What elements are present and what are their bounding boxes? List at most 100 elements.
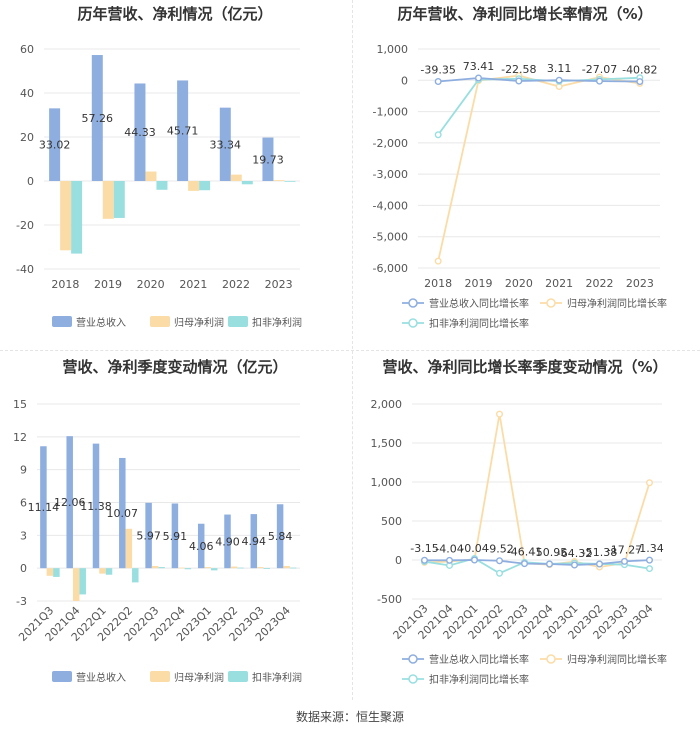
series-point xyxy=(434,131,442,139)
data-label: -51.38 xyxy=(582,546,617,559)
bar-net-profit xyxy=(60,181,72,251)
bar-net-profit xyxy=(151,565,159,569)
data-label: -0.04 xyxy=(460,542,488,555)
annual-growth-chart: -6,000 -5,000 -4,000 -3,000 -2,000 -1,000 0 1,0… xyxy=(373,43,667,330)
legend-marker xyxy=(408,298,418,308)
data-label: -64.32 xyxy=(557,547,592,560)
series-point xyxy=(621,557,629,565)
legend-label: 营业总收入同比增长率 xyxy=(429,653,529,666)
y-tick-label: 6 xyxy=(20,497,27,510)
bar-deducted-profit xyxy=(79,568,86,595)
bar-net-profit xyxy=(72,568,80,601)
y-tick-label: -6,000 xyxy=(373,262,408,275)
chart-title: 营收、净利季度变动情况（亿元） xyxy=(62,358,288,376)
y-tick-label: 0 xyxy=(20,562,27,575)
chart-title: 历年营收、净利情况（亿元） xyxy=(77,5,273,23)
bar-deducted-profit xyxy=(263,568,271,569)
bar-revenue xyxy=(219,107,231,181)
y-tick-label: -20 xyxy=(16,219,34,232)
x-tick-label: 2021 xyxy=(179,278,207,291)
data-label: 4.94 xyxy=(242,535,267,548)
bar-revenue xyxy=(145,502,152,569)
x-tick-label: 2020 xyxy=(137,278,165,291)
bar-net-profit xyxy=(283,565,290,569)
x-tick-label: 2018 xyxy=(51,278,79,291)
series-point xyxy=(595,560,603,568)
y-tick-label: 12 xyxy=(13,431,27,444)
x-tick-label: 2021 xyxy=(545,277,573,290)
bar-revenue xyxy=(171,503,179,569)
legend-marker xyxy=(408,654,418,664)
data-label: 5.84 xyxy=(268,530,293,543)
series-point xyxy=(495,569,503,577)
data-label: 12.06 xyxy=(54,496,86,509)
series-point xyxy=(595,77,603,85)
y-tick-label: 0 xyxy=(395,554,402,567)
legend-label: 扣非净利润 xyxy=(252,316,302,329)
bar-net-profit xyxy=(188,181,200,191)
bar-revenue xyxy=(119,457,126,569)
series-point xyxy=(646,565,654,573)
legend-label: 归母净利润同比增长率 xyxy=(567,653,667,666)
series-point xyxy=(555,76,563,84)
bar-deducted-profit xyxy=(289,567,297,569)
bar-deducted-profit xyxy=(53,568,60,577)
x-tick-label: 2022 xyxy=(586,277,614,290)
bar-net-profit xyxy=(204,567,211,569)
series-point xyxy=(470,556,478,564)
x-tick-label: 2023 xyxy=(265,278,293,291)
legend-swatch xyxy=(150,671,170,682)
y-tick-label: 1,000 xyxy=(377,43,409,56)
data-label: 11.38 xyxy=(80,500,112,513)
y-tick-label: 40 xyxy=(20,87,34,100)
legend-swatch xyxy=(228,671,248,682)
series-point xyxy=(474,74,482,82)
series-point xyxy=(434,257,442,265)
bar-net-profit xyxy=(99,568,106,574)
y-tick-label: -1,000 xyxy=(373,106,408,119)
series-line xyxy=(424,559,650,566)
chart-title: 营收、净利同比增长率季度变动情况（%） xyxy=(382,358,668,376)
data-label: 5.97 xyxy=(136,529,161,542)
bar-revenue xyxy=(91,55,103,181)
y-tick-label: -500 xyxy=(377,593,402,606)
bar-revenue xyxy=(66,436,73,569)
horizontal-divider xyxy=(0,350,700,351)
data-label: 57.26 xyxy=(82,112,114,125)
bar-net-profit xyxy=(125,528,133,569)
y-tick-label: 15 xyxy=(13,398,27,411)
y-tick-label: 3 xyxy=(20,529,27,542)
series-point xyxy=(434,78,442,86)
series-point xyxy=(636,78,644,86)
bar-net-profit xyxy=(273,180,285,181)
data-label: 73.41 xyxy=(463,60,495,73)
quarterly-revenue-profit-panel: 营收、净利季度变动情况（亿元） -3 0 3 6 9 12 15 2021Q3 2021Q4 20… xyxy=(0,350,350,705)
annual-growth-panel: 历年营收、净利同比增长率情况（%） -6,000 -5,000 -4,000 -3,0… xyxy=(350,0,700,350)
series-point xyxy=(520,560,528,568)
data-label: 33.34 xyxy=(210,138,242,151)
data-label: -27.07 xyxy=(582,63,617,76)
bar-revenue xyxy=(134,83,146,181)
data-label: -9.52 xyxy=(485,543,513,556)
bar-net-profit xyxy=(257,567,264,569)
data-label: 44.33 xyxy=(124,126,156,139)
data-label: -1.34 xyxy=(635,542,663,555)
bar-revenue xyxy=(177,80,189,181)
data-label: -40.82 xyxy=(622,64,657,77)
series-point xyxy=(646,556,654,564)
series-line xyxy=(438,77,640,83)
data-label: 3.11 xyxy=(547,62,572,75)
legend-marker xyxy=(546,298,556,308)
bar-revenue xyxy=(92,443,100,569)
data-label: -4.04 xyxy=(435,542,463,555)
quarterly-growth-chart: -50005001,0001,5002,0002021Q32021Q42022Q… xyxy=(371,398,668,686)
data-label: 5.91 xyxy=(163,530,188,543)
x-tick-label: 2023 xyxy=(626,277,654,290)
y-tick-label: -5,000 xyxy=(373,231,408,244)
data-label: 11.14 xyxy=(28,501,60,514)
bar-revenue xyxy=(250,514,258,569)
y-tick-label: 9 xyxy=(20,464,27,477)
data-label: -3.15 xyxy=(410,542,438,555)
data-source: 数据来源：恒生聚源 xyxy=(295,710,404,724)
legend-label: 扣非净利润同比增长率 xyxy=(429,673,529,686)
